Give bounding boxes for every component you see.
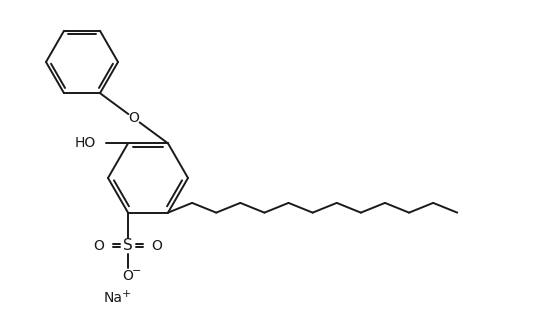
- Text: S: S: [123, 238, 133, 253]
- Text: Na: Na: [104, 291, 123, 305]
- Text: O: O: [94, 239, 104, 253]
- Text: −: −: [132, 266, 142, 275]
- Text: O: O: [152, 239, 162, 253]
- Text: +: +: [122, 289, 130, 299]
- Text: O: O: [129, 111, 139, 125]
- Text: O: O: [123, 269, 133, 283]
- Text: HO: HO: [74, 136, 96, 150]
